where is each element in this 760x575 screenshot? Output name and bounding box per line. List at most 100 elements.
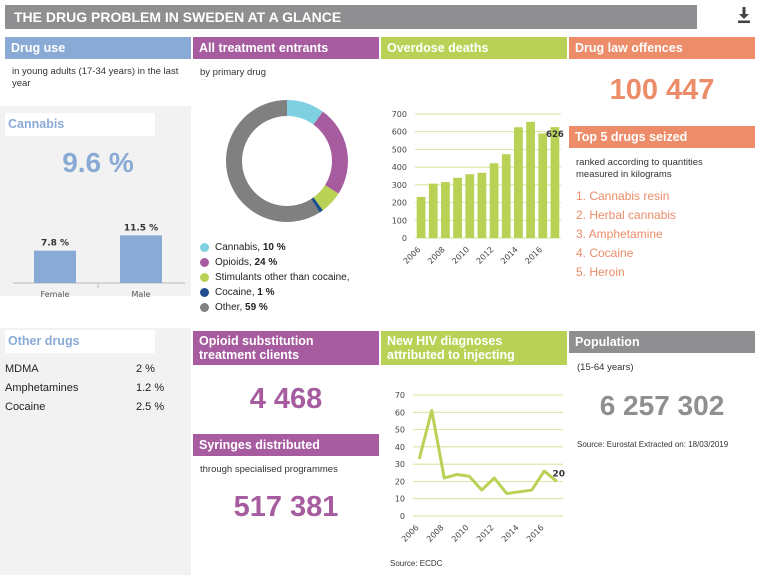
y-tick-label: 20 (395, 477, 405, 486)
hiv-header: New HIV diagnoses attributed to injectin… (381, 331, 567, 365)
page-title: THE DRUG PROBLEM IN SWEDEN AT A GLANCE (5, 5, 697, 29)
population-header: Population (569, 331, 755, 353)
overdose-bar (550, 127, 560, 238)
legend-dot-icon (200, 243, 209, 252)
overdose-bar (428, 183, 438, 238)
x-tick-label: 2012 (475, 245, 496, 266)
x-tick-label: 2010 (450, 523, 471, 544)
overdose-bar (526, 121, 535, 238)
x-tick-label: 2016 (525, 523, 546, 544)
donut-slice-stimulants-other-than-cocaine (313, 185, 339, 211)
y-tick-label: 100 (392, 216, 407, 225)
y-tick-label: 400 (392, 163, 407, 172)
x-tick-label: 2014 (500, 523, 521, 544)
top5-item: 5. Heroin (576, 265, 625, 279)
legend-label: Cannabis, 10 % (215, 242, 286, 253)
y-tick-label: 30 (395, 460, 405, 469)
other-drug-value: 2.5 % (136, 401, 165, 413)
legend-dot-icon (200, 258, 209, 267)
y-tick-label: 200 (392, 199, 407, 208)
x-tick-label: 2006 (400, 523, 421, 544)
overdose-bar (416, 196, 426, 238)
download-icon[interactable] (736, 6, 752, 24)
cannabis-value: 9.6 % (62, 147, 134, 178)
opioid-sub-value: 4 468 (249, 383, 323, 415)
overdose-bar (477, 172, 487, 238)
other-drug-name: Amphetamines (5, 382, 79, 394)
top5-item: 2. Herbal cannabis (576, 208, 677, 222)
cannabis-bar-female (34, 250, 76, 283)
overdose-bar (501, 154, 511, 238)
opioid-sub-header: Opioid substitution treatment clients (193, 331, 379, 365)
donut-slice-cannabis (287, 100, 323, 125)
cannabis-bar-value-label: 7.8 % (41, 239, 69, 249)
x-tick-label: 2010 (450, 245, 471, 266)
x-tick-label: 2014 (499, 245, 520, 266)
cannabis-bar-male (120, 235, 162, 283)
legend-item: Opioids, 24 % (200, 255, 380, 270)
cannabis-bar-category-label: Female (41, 290, 70, 299)
other-drugs-panel (0, 328, 191, 575)
overdose-bar (453, 177, 462, 238)
cannabis-label: Cannabis (5, 113, 155, 136)
x-tick-label: 2008 (426, 245, 447, 266)
donut-slice-opioids (313, 111, 348, 194)
overdose-bar (465, 174, 475, 238)
legend-percent: 59 % (245, 302, 268, 313)
treatment-subtitle: by primary drug (200, 67, 266, 78)
legend-label: Opioids, 24 % (215, 257, 278, 268)
treatment-header: All treatment entrants (193, 37, 379, 59)
population-value: 6 257 302 (599, 390, 725, 421)
donut-slice-other (225, 100, 320, 222)
hiv-last-value-label: 20 (552, 469, 565, 479)
y-tick-label: 0 (400, 512, 405, 521)
drug-use-header: Drug use (5, 37, 191, 59)
legend-item: Other, 59 % (200, 300, 380, 315)
drug-use-subtitle: in young adults (17-34 years) in the las… (12, 66, 179, 89)
law-header: Drug law offences (569, 37, 755, 59)
hiv-source: Source: ECDC (390, 559, 443, 568)
y-tick-label: 700 (392, 110, 407, 119)
other-drugs-header: Other drugs (5, 330, 155, 353)
cannabis-bar-value-label: 11.5 % (124, 223, 158, 233)
population-subtitle: (15-64 years) (577, 362, 634, 373)
top5-item: 4. Cocaine (576, 246, 634, 260)
x-tick-label: 2016 (523, 245, 544, 266)
treatment-donut-chart (225, 100, 348, 222)
y-tick-label: 60 (395, 408, 405, 417)
other-drug-name: MDMA (5, 363, 39, 375)
overdose-bar (538, 133, 548, 238)
x-tick-label: 2006 (402, 245, 423, 266)
x-tick-label: 2008 (425, 523, 446, 544)
other-drug-value: 2 % (136, 363, 155, 375)
table-row: Amphetamines 1.2 % (5, 379, 187, 398)
legend-dot-icon (200, 273, 209, 282)
top5-item: 1. Cannabis resin (576, 189, 670, 203)
top5-list: 1. Cannabis resin 2. Herbal cannabis 3. Am… (576, 187, 676, 282)
legend-label: Stimulants other than cocaine, (215, 272, 350, 283)
donut-slice-cocaine (311, 197, 323, 213)
legend-percent: 1 % (257, 287, 275, 298)
cannabis-bar-category-label: Male (132, 290, 151, 299)
hiv-series-line (417, 409, 558, 496)
y-tick-label: 300 (392, 181, 407, 190)
other-drug-name: Cocaine (5, 401, 46, 413)
syringes-subtitle: through specialised programmes (200, 464, 338, 475)
y-tick-label: 40 (395, 443, 405, 452)
top5-subtitle: ranked according to quantities measured … (576, 157, 703, 180)
overdose-bar (441, 182, 450, 238)
top5-item: 3. Amphetamine (576, 227, 663, 241)
legend-item: Cannabis, 10 % (200, 240, 380, 255)
other-drug-value: 1.2 % (136, 382, 165, 394)
syringes-header: Syringes distributed (193, 434, 379, 456)
legend-dot-icon (200, 288, 209, 297)
overdose-bar (489, 163, 499, 238)
legend-dot-icon (200, 303, 209, 312)
y-tick-label: 10 (395, 495, 405, 504)
legend-percent: 24 % (254, 257, 278, 268)
top5-header: Top 5 drugs seized (569, 126, 755, 148)
overdose-header: Overdose deaths (381, 37, 567, 59)
y-tick-label: 70 (395, 391, 405, 400)
treatment-legend: Cannabis, 10 % Opioids, 24 % Stimulants ot… (200, 240, 380, 315)
